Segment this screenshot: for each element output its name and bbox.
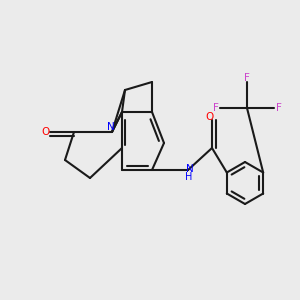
Text: F: F bbox=[244, 74, 250, 83]
Text: F: F bbox=[213, 103, 218, 113]
Text: O: O bbox=[41, 127, 50, 137]
Text: H: H bbox=[185, 172, 192, 182]
Text: F: F bbox=[276, 103, 281, 113]
Text: O: O bbox=[206, 112, 214, 122]
Text: N: N bbox=[106, 122, 114, 133]
Text: N: N bbox=[186, 164, 194, 173]
